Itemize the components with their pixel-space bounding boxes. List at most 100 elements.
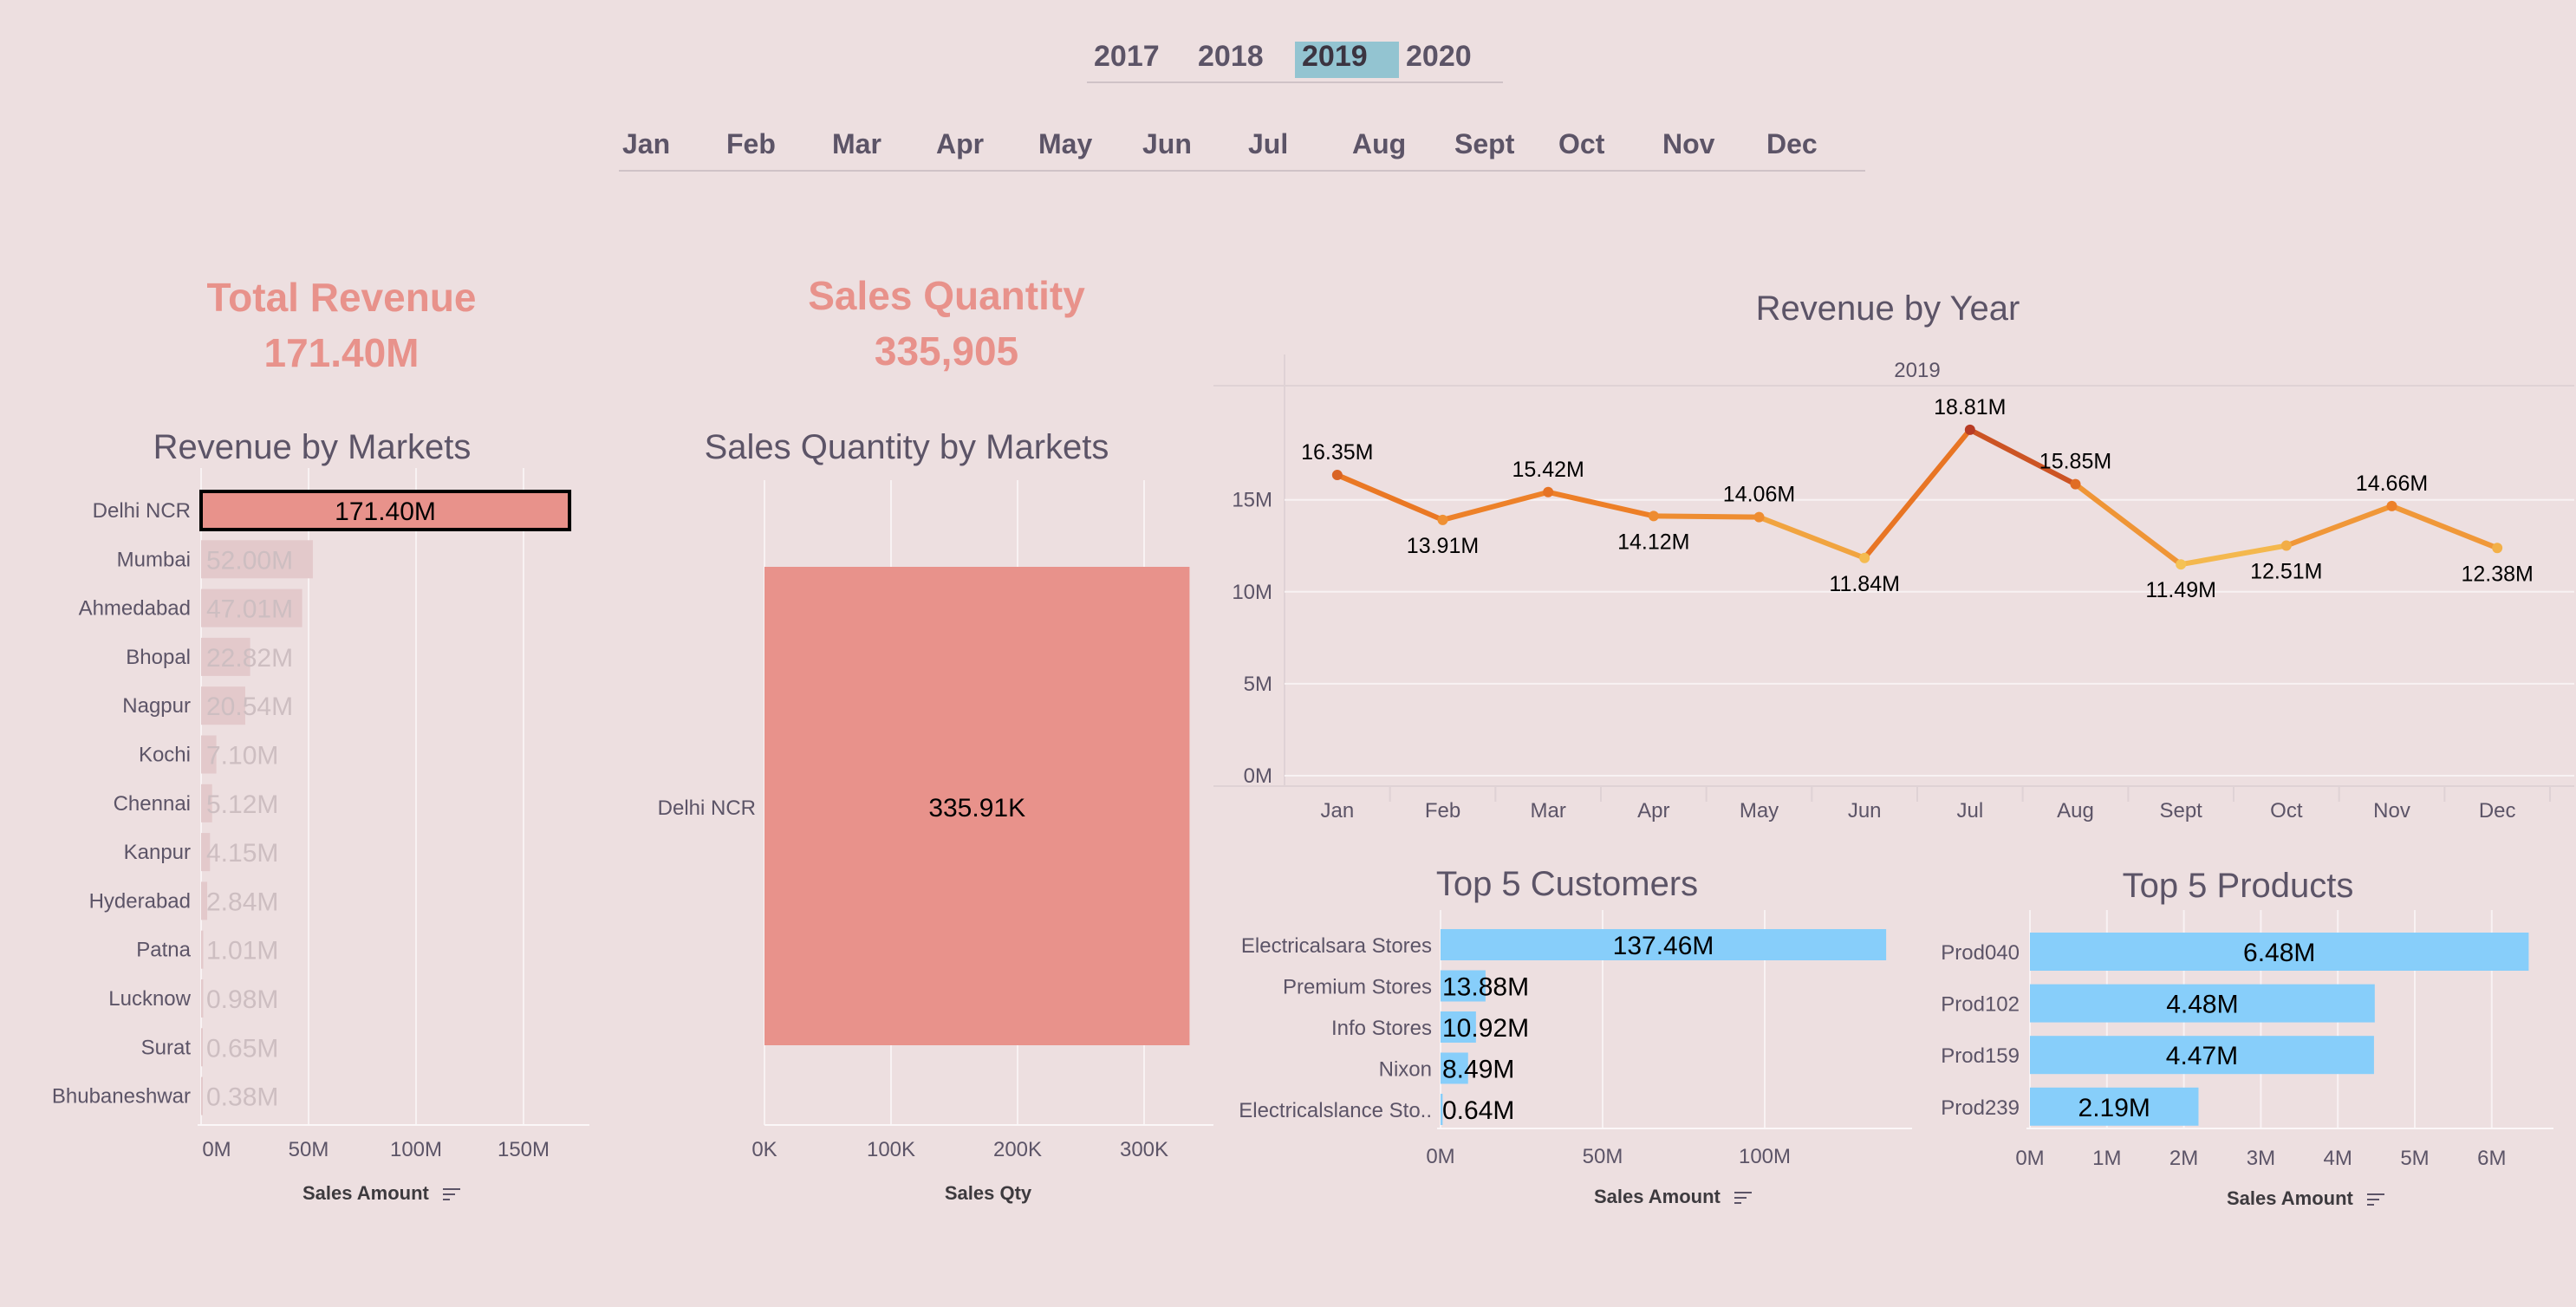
month-jul-button[interactable]: Jul bbox=[1248, 128, 1289, 159]
bar bbox=[201, 833, 211, 872]
revenue-by-year-chart[interactable]: 2019 0M 5M 10M 15M Jan Feb Mar Apr May Jun Jul Aug Se… bbox=[1213, 342, 2576, 836]
category-label: Info Stores bbox=[1331, 1017, 1432, 1040]
x-tick-label: 150M bbox=[498, 1138, 550, 1161]
data-label: 11.49M bbox=[2145, 578, 2216, 602]
x-tick-label: Oct bbox=[2270, 799, 2303, 823]
line-segment bbox=[2283, 503, 2395, 549]
bar bbox=[201, 686, 245, 725]
bar bbox=[201, 735, 217, 774]
x-tick-label: 3M bbox=[2247, 1147, 2275, 1170]
x-tick-label: 300K bbox=[1120, 1138, 1168, 1161]
x-tick-label: 2M bbox=[2169, 1147, 2198, 1170]
sales-quantity-value: 335,905 bbox=[874, 328, 1019, 374]
data-point bbox=[1437, 514, 1448, 525]
sort-icon[interactable] bbox=[2367, 1193, 2384, 1207]
category-label: Lucknow bbox=[108, 987, 191, 1011]
data-label: 0.64M bbox=[1442, 1096, 1514, 1125]
month-nov-button[interactable]: Nov bbox=[1662, 128, 1715, 159]
bar bbox=[199, 490, 572, 531]
month-may-button[interactable]: May bbox=[1038, 128, 1093, 159]
qty-x-axis-title: Sales Qty bbox=[944, 1182, 1032, 1204]
data-label: 335.91K bbox=[928, 794, 1025, 823]
bar bbox=[2030, 1087, 2199, 1126]
y-tick-label: 15M bbox=[1232, 489, 1272, 512]
revenue-by-year-title: Revenue by Year bbox=[1755, 289, 2020, 328]
sort-icon[interactable] bbox=[443, 1187, 460, 1202]
category-label: Prod239 bbox=[1941, 1096, 2020, 1120]
bar bbox=[1441, 929, 1887, 960]
category-label: Patna bbox=[136, 939, 191, 962]
top-products-chart[interactable]: 0M 1M 2M 3M 4M 5M 6M Prod040 6.48M Prod102 4.48M Pr… bbox=[1924, 910, 2576, 1187]
x-tick-label: Aug bbox=[2057, 799, 2094, 823]
line-segment bbox=[2178, 543, 2289, 568]
revenue-by-markets-title: Revenue by Markets bbox=[153, 428, 472, 466]
data-label: 22.82M bbox=[206, 644, 293, 673]
category-label: Bhubaneshwar bbox=[52, 1085, 191, 1109]
bar bbox=[1441, 1052, 1468, 1084]
bar bbox=[2030, 1036, 2374, 1075]
bar bbox=[201, 930, 204, 969]
x-tick-label: 200K bbox=[993, 1138, 1042, 1161]
data-label: 7.10M bbox=[206, 742, 278, 771]
month-apr-button[interactable]: Apr bbox=[936, 128, 985, 159]
year-filter-underline bbox=[1087, 81, 1503, 83]
data-label: 11.84M bbox=[1829, 572, 1900, 596]
category-label: Electricalsara Stores bbox=[1241, 934, 1432, 958]
top-customers-chart[interactable]: 0M 50M 100M Electricalsara Stores 137.46M Pre… bbox=[1213, 910, 1924, 1187]
data-label: 20.54M bbox=[206, 693, 293, 721]
month-mar-button[interactable]: Mar bbox=[832, 128, 881, 159]
data-label: 5.12M bbox=[206, 790, 278, 819]
total-revenue-title: Total Revenue bbox=[206, 275, 477, 320]
data-label: 171.40M bbox=[335, 497, 436, 526]
data-label: 2.84M bbox=[206, 888, 278, 916]
x-tick-label: 6M bbox=[2477, 1147, 2506, 1170]
sales-qty-by-markets-title: Sales Quantity by Markets bbox=[704, 428, 1109, 466]
data-label: 10.92M bbox=[1442, 1014, 1529, 1043]
x-tick-label: 0M bbox=[2015, 1147, 2044, 1170]
data-label: 16.35M bbox=[1301, 440, 1373, 465]
bar bbox=[201, 1076, 203, 1115]
bar bbox=[2030, 933, 2529, 971]
panel-header-label: 2019 bbox=[1894, 359, 1940, 382]
x-tick-label: Mar bbox=[1530, 799, 1565, 823]
data-point bbox=[2070, 478, 2081, 490]
total-revenue-value: 171.40M bbox=[263, 330, 420, 375]
month-filter-underline bbox=[619, 170, 1865, 172]
data-label: 15.42M bbox=[1512, 458, 1584, 482]
month-aug-button[interactable]: Aug bbox=[1352, 128, 1407, 159]
month-jan-button[interactable]: Jan bbox=[622, 128, 671, 159]
x-tick-label: 5M bbox=[2400, 1147, 2429, 1170]
year-2020-button[interactable]: 2020 bbox=[1406, 40, 1472, 73]
data-label: 0.38M bbox=[206, 1083, 278, 1112]
month-dec-button[interactable]: Dec bbox=[1766, 128, 1818, 159]
month-jun-button[interactable]: Jun bbox=[1142, 128, 1192, 159]
month-feb-button[interactable]: Feb bbox=[726, 128, 776, 159]
x-tick-label: Jan bbox=[1320, 799, 1354, 823]
bar bbox=[1441, 1094, 1443, 1125]
x-tick-label: 100M bbox=[1739, 1145, 1791, 1168]
month-sept-button[interactable]: Sept bbox=[1454, 128, 1515, 159]
bar bbox=[201, 784, 212, 823]
sort-icon[interactable] bbox=[1734, 1191, 1752, 1206]
data-point bbox=[2176, 559, 2187, 570]
data-label: 14.12M bbox=[1617, 530, 1689, 554]
markets-x-axis-title: Sales Amount bbox=[243, 1182, 520, 1205]
year-2017-button[interactable]: 2017 bbox=[1094, 40, 1160, 73]
data-point bbox=[1964, 424, 1975, 435]
data-point bbox=[2386, 500, 2397, 511]
revenue-by-markets-chart[interactable]: 0M 50M 100M 150M Delhi NCR 171.40M Mumbai 52.00… bbox=[0, 468, 641, 1179]
category-label: Bhopal bbox=[126, 646, 191, 669]
data-point bbox=[1648, 510, 1659, 522]
sales-qty-by-markets-chart[interactable]: 0K 100K 200K 300K Delhi NCR 335.91K bbox=[641, 468, 1231, 1179]
year-2018-button[interactable]: 2018 bbox=[1198, 40, 1264, 73]
data-label: 15.85M bbox=[2039, 450, 2111, 474]
month-oct-button[interactable]: Oct bbox=[1558, 128, 1605, 159]
line-segment bbox=[2389, 503, 2501, 551]
data-point bbox=[2492, 543, 2503, 554]
data-label: 13.88M bbox=[1442, 973, 1529, 1002]
year-2019-button[interactable]: 2019 bbox=[1302, 40, 1368, 73]
x-tick-label: May bbox=[1740, 799, 1779, 823]
x-tick-label: 0K bbox=[751, 1138, 777, 1161]
x-tick-label: Apr bbox=[1637, 799, 1669, 823]
x-tick-label: 0M bbox=[1426, 1145, 1454, 1168]
